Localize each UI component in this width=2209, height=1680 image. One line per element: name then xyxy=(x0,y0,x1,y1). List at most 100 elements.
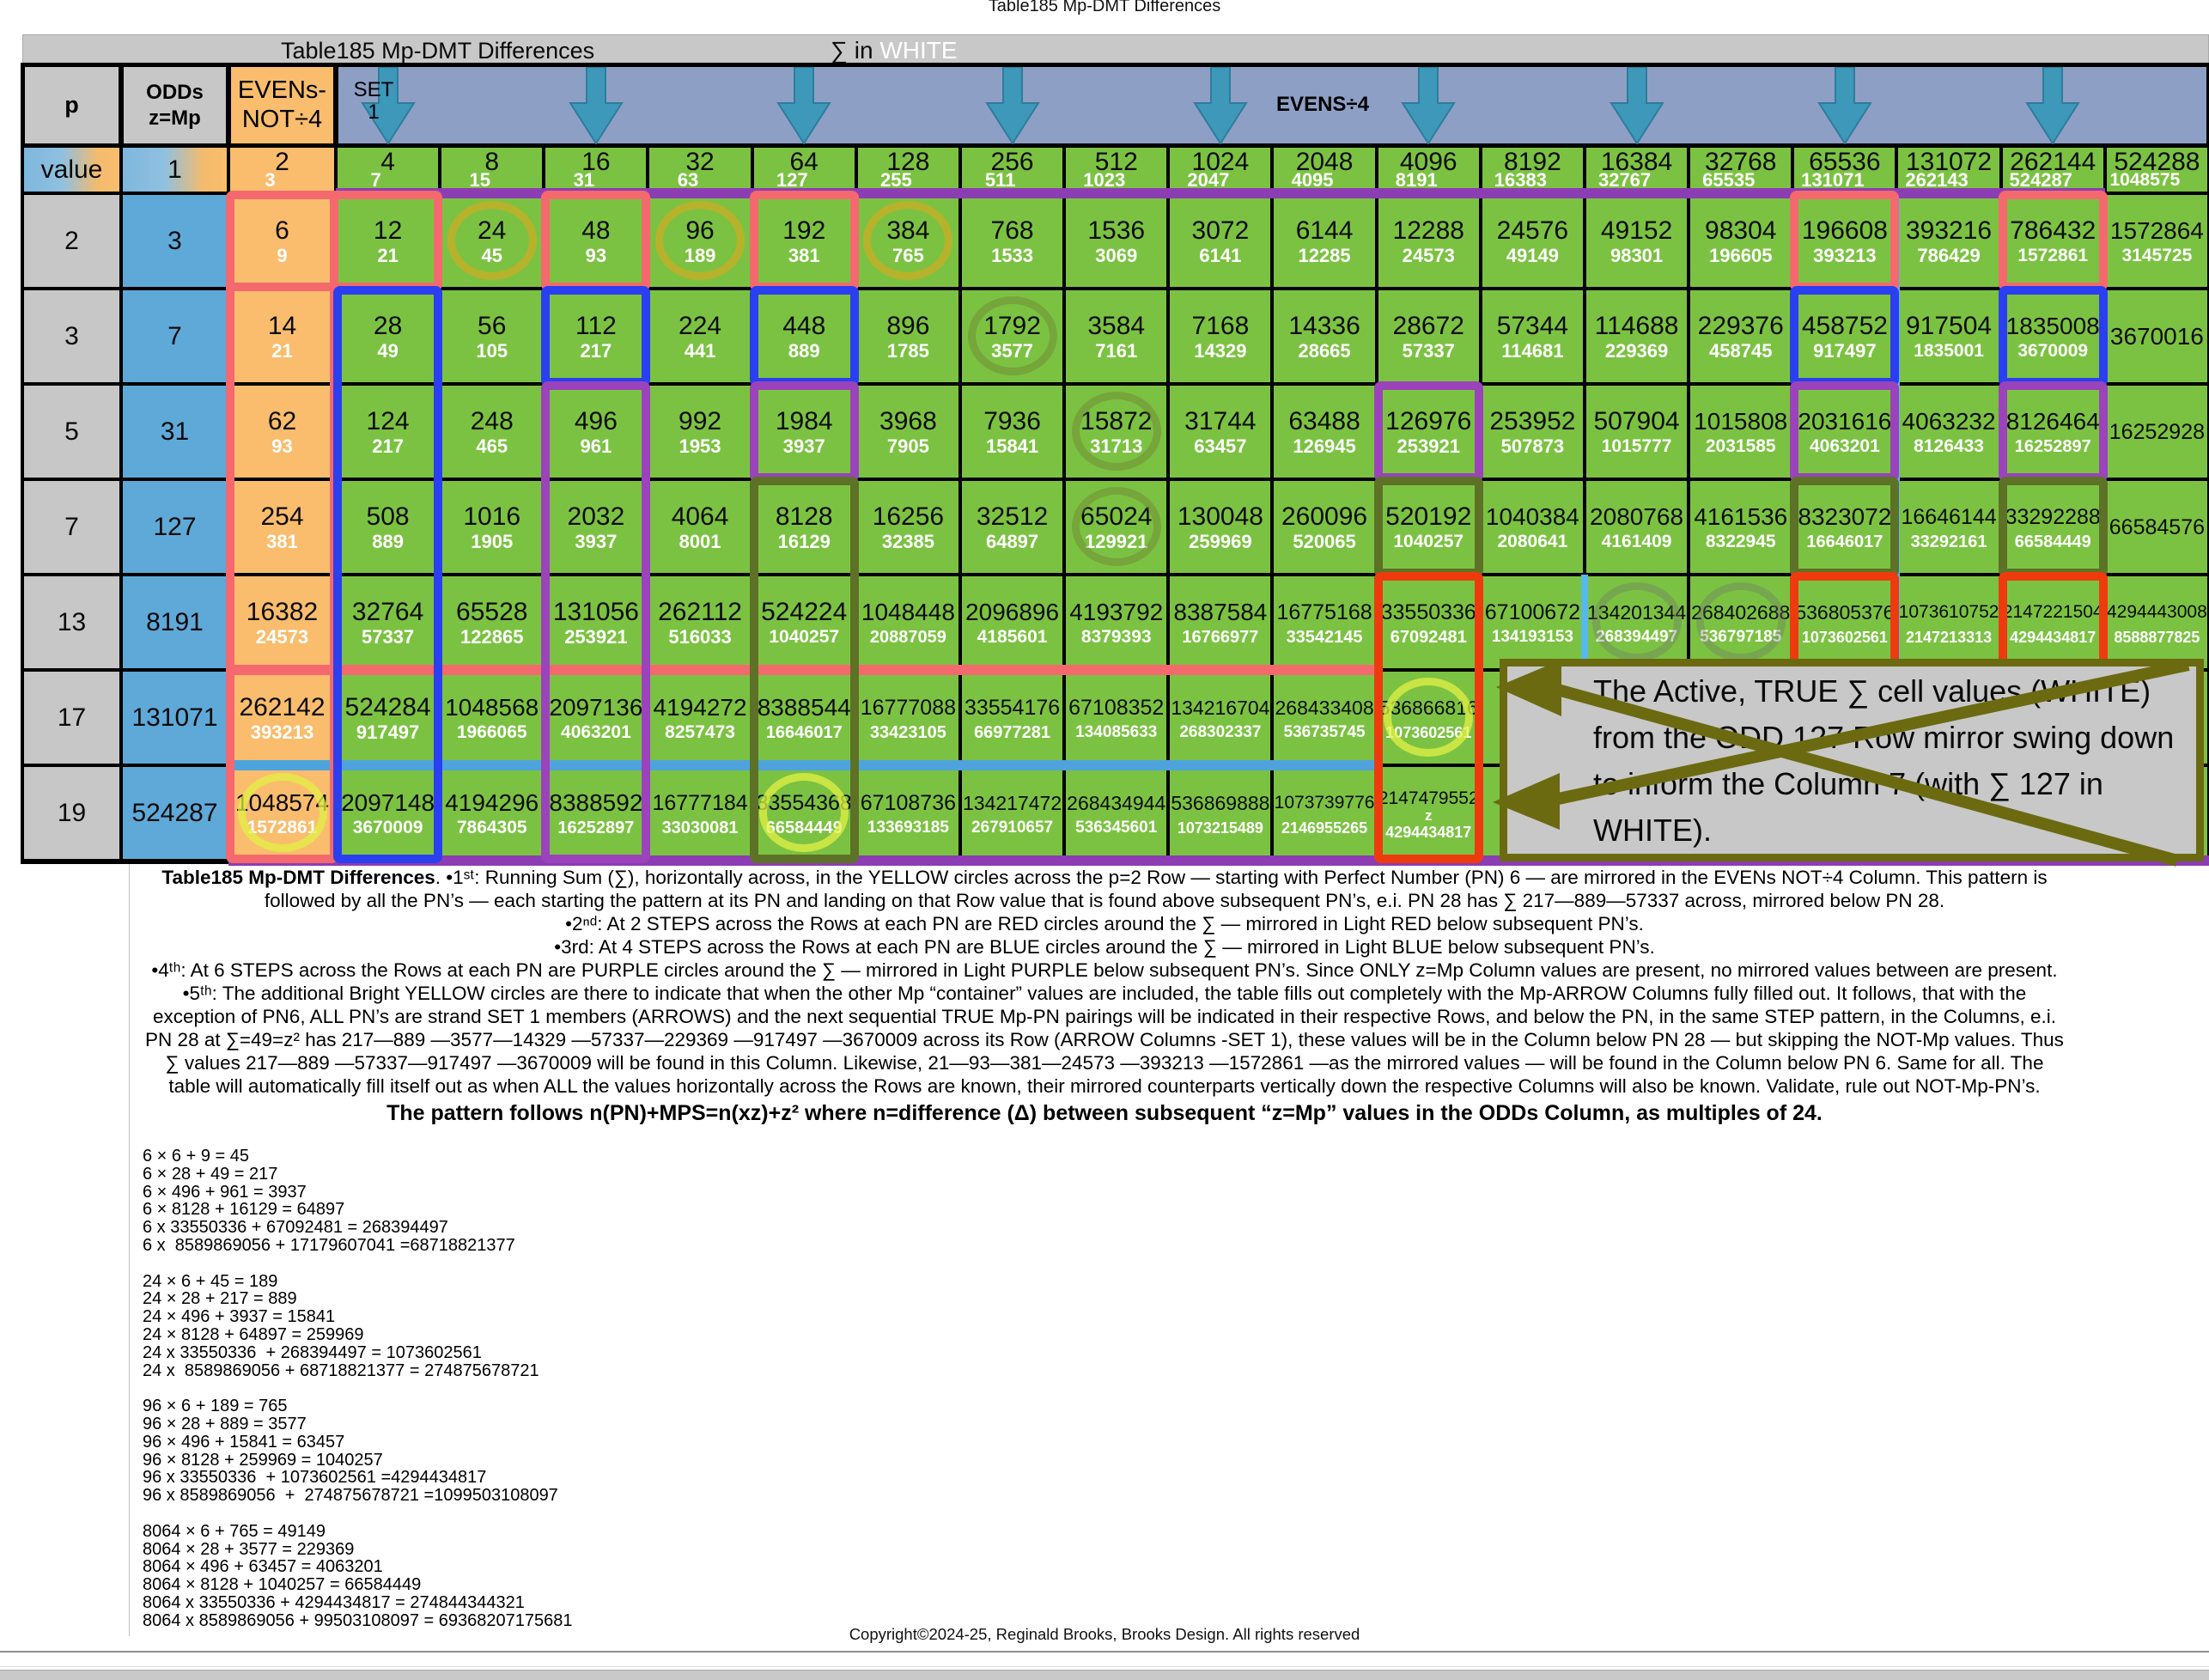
cell-value: 134217472 xyxy=(963,791,1062,814)
cell-value: 134216704 xyxy=(1171,696,1270,719)
cell-running-sum: 1533 xyxy=(991,244,1034,266)
cell-value: 1016 xyxy=(463,502,521,531)
cell-value: 8192 xyxy=(1504,148,1561,176)
calc-line: 8064 × 496 + 63457 = 4063201 xyxy=(143,1557,383,1577)
cell-value: 8191 xyxy=(146,607,204,636)
cell-running-sum: 217 xyxy=(372,435,404,457)
cell-value: 524287 xyxy=(131,798,218,827)
cell-running-sum: 8588877825 xyxy=(2114,628,2200,646)
table-cell: 2096896 4185601 xyxy=(959,575,1065,670)
cell-running-sum: 1023 xyxy=(1083,169,1126,191)
table-cell: 67108352 134085633 xyxy=(1064,670,1169,765)
cell-running-sum: 507873 xyxy=(1500,435,1565,457)
cell-value: 16775168 xyxy=(1276,600,1372,624)
cell-value: 2147479552 xyxy=(1378,788,1479,808)
cell-running-sum: 3577 xyxy=(991,339,1034,362)
cell-value: 14336 xyxy=(1288,311,1360,340)
cell-value: 917504 xyxy=(1906,311,1993,340)
table-cell: 8126464 16252897 xyxy=(2000,384,2105,479)
cell-value: 12288 xyxy=(1392,216,1464,245)
cell-running-sum: 917497 xyxy=(1813,339,1877,362)
cell-running-sum: 129921 xyxy=(1085,530,1148,552)
table-cell: 8323072 16646017 xyxy=(1792,479,1897,575)
cell-value: 16382 xyxy=(246,597,319,626)
cell-value: 49152 xyxy=(1600,216,1673,245)
table-cell: 14336 28665 xyxy=(1272,289,1377,384)
cell-value: 31 xyxy=(160,417,190,446)
cell-value: 24576 xyxy=(1496,216,1569,245)
cell-running-sum: 511 xyxy=(984,169,1016,191)
value-cell: 64 127 xyxy=(752,146,856,193)
cell-running-sum: 516033 xyxy=(668,625,732,648)
footer-divider xyxy=(0,1666,2209,1667)
table-cell: 32512 64897 xyxy=(959,479,1065,575)
col-header-evens: EVENs- NOT÷4 xyxy=(228,64,336,146)
cell-running-sum: 21 xyxy=(271,339,293,362)
cell-value: 16646144 xyxy=(1901,504,1997,529)
cell-running-sum: 33292161 xyxy=(1910,532,1987,551)
cell-value: 1073610752 xyxy=(1898,601,1999,622)
cell-value: 1572864 xyxy=(2109,216,2204,244)
cell-value: 224 xyxy=(679,311,722,340)
cell-value: 4193792 xyxy=(1069,598,1164,625)
cell-value: 16777184 xyxy=(652,790,748,815)
down-arrow-icon xyxy=(776,66,832,145)
cell-running-sum: 16252897 xyxy=(2014,436,2091,456)
cell-running-sum: 3670009 xyxy=(2017,340,2089,361)
cell-running-sum: 229369 xyxy=(1604,339,1669,362)
cell-running-sum: 16646017 xyxy=(765,722,843,742)
cell-value: 128 xyxy=(886,148,930,176)
cell-value: 2032 xyxy=(567,502,625,531)
cell-running-sum: 45 xyxy=(481,244,502,266)
cell-value: 32768 xyxy=(1705,148,1777,176)
calc-line: 24 × 28 + 217 = 889 xyxy=(143,1289,297,1309)
cell-value: 65528 xyxy=(456,597,528,626)
cell-value: 2097136 xyxy=(549,693,643,721)
cell-value: 131072 xyxy=(1906,148,1993,176)
value-cell: 4096 8191 xyxy=(1376,146,1481,193)
cell-running-sum: 3069 xyxy=(1095,244,1138,266)
table-cell: 7168 14329 xyxy=(1168,289,1273,384)
value-cell: 131072 262143 xyxy=(1896,146,2001,193)
calc-line: 8064 × 6 + 765 = 49149 xyxy=(143,1521,326,1541)
cell-value: 65536 xyxy=(1809,148,1881,176)
cell-value: 8126464 xyxy=(2005,407,2100,435)
cell-running-sum: 7864305 xyxy=(456,817,527,837)
evens-cell: 262142 393213 xyxy=(228,670,336,765)
calc-line: 8064 × 8128 + 1040257 = 66584449 xyxy=(143,1575,422,1595)
cell-running-sum: 1785 xyxy=(886,339,929,362)
cell-running-sum: 889 xyxy=(788,339,820,362)
table-cell: 124 217 xyxy=(336,384,441,479)
cell-value: 1792 xyxy=(983,311,1041,340)
cell-running-sum: 441 xyxy=(684,339,716,362)
cell-value: 33292288 xyxy=(2005,504,2101,529)
table-cell: 1040384 2080641 xyxy=(1480,479,1585,575)
cell-running-sum: 57337 xyxy=(1402,339,1455,362)
table-cell: 786432 1572861 xyxy=(2000,193,2105,289)
table-cell: 1015808 2031585 xyxy=(1689,384,1793,479)
cell-running-sum: 217 xyxy=(580,339,612,362)
cell-running-sum: 2031585 xyxy=(1705,435,1776,456)
cell-running-sum: 3937 xyxy=(575,530,618,552)
cell-value: 253952 xyxy=(1489,406,1576,435)
table-cell: 33292288 66584449 xyxy=(2000,479,2105,575)
cell-value: 4 xyxy=(380,148,395,176)
value-cell: 1024 2047 xyxy=(1168,146,1273,193)
table-cell: 3670016 xyxy=(2104,289,2209,384)
cell-running-sum: 114681 xyxy=(1501,339,1564,362)
table-cell: 16777088 33423105 xyxy=(855,670,960,765)
table-cell: 536869888 1073215489 xyxy=(1168,765,1273,861)
table-cell: 131056 253921 xyxy=(544,575,648,670)
cell-running-sum: 64897 xyxy=(985,530,1039,552)
cell-value: 62 xyxy=(267,406,297,435)
cell-running-sum: 4161409 xyxy=(1601,531,1672,551)
cell-running-sum: 393213 xyxy=(250,721,314,743)
value-cell: 8192 16383 xyxy=(1480,146,1585,193)
cell-running-sum: 7 xyxy=(370,169,381,191)
col-header-p-label: p xyxy=(64,92,79,118)
table-cell: 126976 253921 xyxy=(1376,384,1481,479)
cell-value: 28 xyxy=(373,311,403,340)
cell-value: 1048448 xyxy=(861,598,955,625)
